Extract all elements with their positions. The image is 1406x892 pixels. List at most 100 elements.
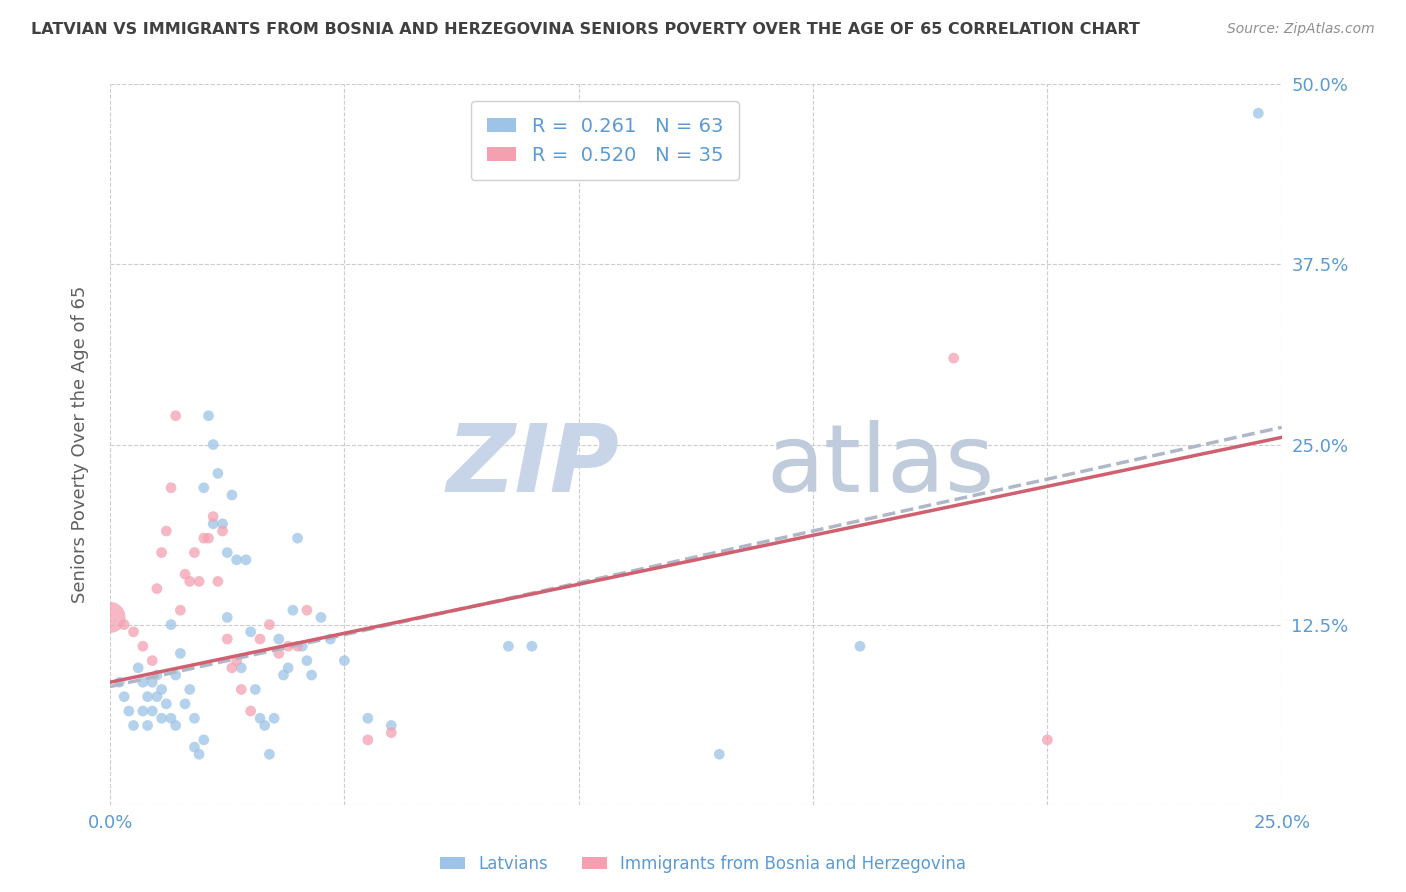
Point — [380, 725, 402, 739]
Point — [217, 632, 239, 646]
Text: ZIP: ZIP — [447, 420, 620, 512]
Point — [197, 409, 219, 423]
Legend: Latvians, Immigrants from Bosnia and Herzegovina: Latvians, Immigrants from Bosnia and Her… — [433, 848, 973, 880]
Point — [221, 661, 243, 675]
Point — [160, 481, 183, 495]
Point — [207, 467, 229, 481]
Point — [281, 603, 304, 617]
Point — [267, 647, 290, 661]
Point — [141, 704, 163, 718]
Point — [277, 661, 299, 675]
Point — [295, 654, 318, 668]
Text: atlas: atlas — [766, 420, 994, 512]
Point — [942, 351, 965, 365]
Point — [136, 690, 159, 704]
Point — [357, 711, 380, 725]
Point — [277, 639, 299, 653]
Point — [249, 632, 271, 646]
Point — [150, 711, 173, 725]
Point — [259, 747, 281, 762]
Point — [183, 546, 205, 560]
Point — [287, 639, 309, 653]
Point — [249, 711, 271, 725]
Point — [498, 639, 520, 653]
Point — [160, 711, 183, 725]
Point — [155, 524, 177, 538]
Point — [188, 574, 211, 589]
Point — [169, 647, 191, 661]
Point — [239, 624, 262, 639]
Point — [287, 531, 309, 545]
Point — [1036, 732, 1059, 747]
Point — [709, 747, 731, 762]
Point — [202, 437, 225, 451]
Point — [239, 704, 262, 718]
Point — [179, 574, 201, 589]
Point — [849, 639, 872, 653]
Point — [202, 516, 225, 531]
Point — [179, 682, 201, 697]
Point — [112, 690, 135, 704]
Point — [357, 732, 380, 747]
Point — [245, 682, 267, 697]
Point — [165, 718, 187, 732]
Point — [225, 553, 247, 567]
Point — [132, 704, 155, 718]
Point — [319, 632, 342, 646]
Point — [202, 509, 225, 524]
Point — [112, 617, 135, 632]
Text: Source: ZipAtlas.com: Source: ZipAtlas.com — [1227, 22, 1375, 37]
Point — [217, 610, 239, 624]
Point — [380, 718, 402, 732]
Point — [150, 546, 173, 560]
Point — [165, 409, 187, 423]
Point — [309, 610, 332, 624]
Point — [188, 747, 211, 762]
Point — [301, 668, 323, 682]
Point — [217, 546, 239, 560]
Point — [183, 711, 205, 725]
Point — [211, 524, 233, 538]
Point — [122, 718, 145, 732]
Point — [165, 668, 187, 682]
Text: LATVIAN VS IMMIGRANTS FROM BOSNIA AND HERZEGOVINA SENIORS POVERTY OVER THE AGE O: LATVIAN VS IMMIGRANTS FROM BOSNIA AND HE… — [31, 22, 1140, 37]
Point — [118, 704, 141, 718]
Y-axis label: Seniors Poverty Over the Age of 65: Seniors Poverty Over the Age of 65 — [72, 285, 89, 603]
Point — [273, 668, 295, 682]
Point — [136, 718, 159, 732]
Point — [235, 553, 257, 567]
Point — [291, 639, 314, 653]
Point — [174, 567, 197, 582]
Point — [98, 610, 121, 624]
Point — [263, 711, 285, 725]
Point — [127, 661, 149, 675]
Point — [150, 682, 173, 697]
Point — [1247, 106, 1270, 120]
Point — [221, 488, 243, 502]
Point — [197, 531, 219, 545]
Point — [155, 697, 177, 711]
Point — [333, 654, 356, 668]
Point — [231, 661, 253, 675]
Point — [295, 603, 318, 617]
Point — [211, 516, 233, 531]
Point — [132, 639, 155, 653]
Point — [193, 531, 215, 545]
Point — [193, 481, 215, 495]
Legend: R =  0.261   N = 63, R =  0.520   N = 35: R = 0.261 N = 63, R = 0.520 N = 35 — [471, 102, 738, 180]
Point — [122, 624, 145, 639]
Point — [108, 675, 131, 690]
Point — [225, 654, 247, 668]
Point — [132, 675, 155, 690]
Point — [174, 697, 197, 711]
Point — [141, 675, 163, 690]
Point — [183, 740, 205, 755]
Point — [160, 617, 183, 632]
Point — [231, 682, 253, 697]
Point — [146, 668, 169, 682]
Point — [146, 582, 169, 596]
Point — [259, 617, 281, 632]
Point — [193, 732, 215, 747]
Point — [141, 654, 163, 668]
Point — [267, 632, 290, 646]
